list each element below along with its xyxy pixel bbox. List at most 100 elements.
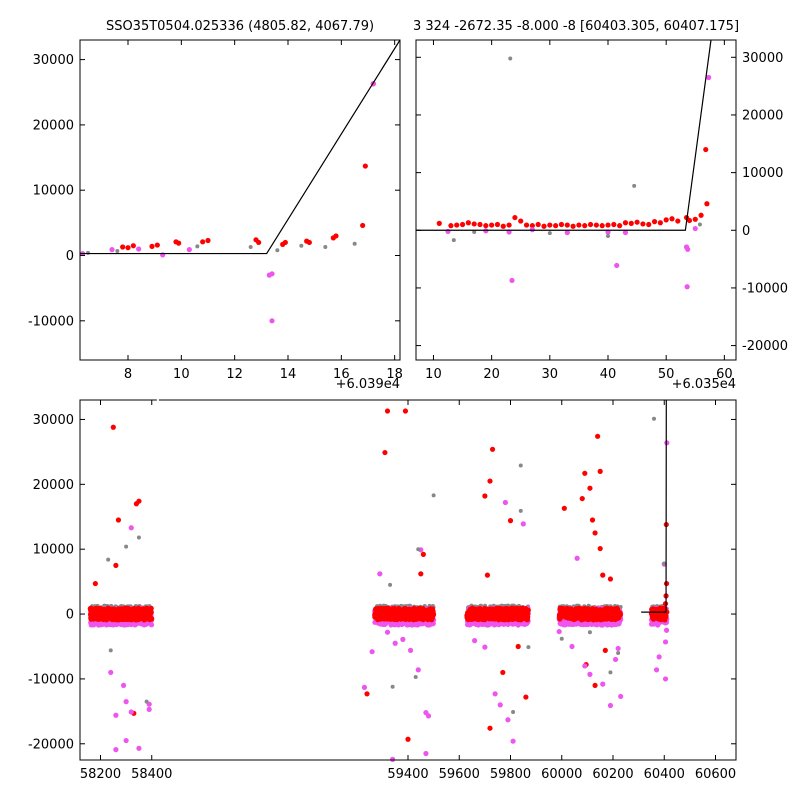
panel-bottom: 58200 58400 59400 59600 59800 60000 60200 60400… — [28, 398, 737, 782]
data-point — [103, 616, 109, 623]
data-point — [130, 614, 136, 620]
x-tick-label: 20 — [483, 367, 500, 382]
data-point — [529, 223, 535, 229]
data-point — [585, 616, 591, 623]
data-point — [380, 612, 386, 618]
data-point — [509, 277, 515, 284]
data-point — [580, 621, 586, 628]
data-point — [564, 229, 570, 236]
data-point — [269, 271, 275, 277]
data-point — [594, 612, 600, 618]
data-point — [391, 606, 397, 613]
data-point — [669, 216, 675, 222]
x-tick-label: 10 — [173, 367, 190, 382]
x-tick-label: 30 — [542, 367, 559, 382]
data-point — [282, 239, 288, 246]
data-point — [306, 239, 312, 246]
data-point — [415, 616, 421, 622]
data-point — [360, 222, 366, 229]
data-point — [509, 616, 515, 622]
data-point — [500, 223, 506, 229]
data-point — [142, 607, 148, 613]
data-point — [372, 614, 378, 620]
data-point — [573, 606, 579, 612]
data-point — [401, 607, 407, 613]
data-point — [399, 621, 405, 628]
data-point — [651, 219, 658, 225]
data-point — [622, 220, 629, 226]
data-point — [120, 244, 126, 250]
data-point — [703, 146, 709, 153]
data-point — [374, 609, 381, 615]
y-tick-label: -10000 — [742, 281, 788, 296]
data-point — [154, 242, 160, 248]
data-point — [471, 608, 477, 614]
data-point — [706, 74, 712, 81]
data-point — [448, 223, 454, 229]
data-point — [413, 622, 420, 628]
data-point — [558, 607, 565, 613]
data-point — [605, 222, 611, 228]
model-line — [416, 39, 712, 231]
data-point — [323, 245, 328, 250]
data-point — [195, 244, 200, 249]
data-point — [611, 609, 617, 615]
data-point — [686, 217, 693, 224]
x-tick-label: 14 — [280, 367, 297, 382]
y-tick-label: 30000 — [742, 51, 783, 66]
data-point — [685, 246, 691, 252]
data-point — [518, 616, 524, 623]
data-point — [541, 223, 547, 229]
data-point — [205, 237, 211, 244]
data-point — [269, 318, 275, 324]
data-point — [506, 222, 512, 228]
data-point — [445, 228, 451, 235]
data-point — [410, 607, 416, 613]
data-point — [256, 239, 262, 246]
data-point — [692, 216, 698, 222]
data-point — [136, 246, 142, 252]
data-point — [468, 616, 475, 623]
y-tick-label: 10000 — [742, 166, 783, 181]
data-point — [611, 616, 618, 622]
x-tick-label: 18 — [386, 367, 403, 382]
data-point — [413, 611, 419, 618]
data-point — [124, 609, 130, 615]
data-point — [464, 612, 470, 618]
data-point — [535, 221, 541, 228]
data-point — [137, 606, 143, 612]
x-tick-label: 8 — [124, 367, 132, 382]
data-point — [663, 217, 669, 223]
data-point — [200, 239, 206, 245]
data-point — [299, 243, 304, 248]
data-point — [477, 221, 483, 228]
axes-frame — [415, 39, 737, 361]
data-point — [617, 223, 623, 229]
data-point — [134, 612, 140, 618]
data-point — [109, 247, 115, 253]
y-tick-label: 30000 — [33, 53, 74, 68]
data-point — [493, 605, 500, 611]
data-point — [684, 284, 690, 290]
data-point — [583, 608, 589, 614]
panel-top-right-x-offset: +6.035e4 — [672, 377, 736, 392]
data-point — [558, 221, 565, 228]
data-point — [120, 612, 126, 618]
x-tick-label: 16 — [333, 367, 350, 382]
data-point — [476, 614, 482, 620]
data-point — [125, 245, 131, 251]
data-point — [186, 247, 192, 253]
data-point — [485, 621, 491, 628]
data-point — [429, 613, 435, 619]
data-point — [362, 163, 368, 169]
y-tick-label: 20000 — [33, 118, 74, 133]
panel-bottom-plot-area: 58200 58400 59400 59600 59800 60000 60200 60400… — [28, 398, 737, 782]
panel-top-right: 3 324 -2672.35 -8.000 -8 [60403.305, 604… — [413, 19, 788, 392]
data-point — [564, 222, 570, 228]
data-point — [109, 622, 116, 628]
data-point — [380, 616, 387, 622]
data-point — [107, 613, 113, 619]
data-point — [489, 222, 495, 228]
data-point — [547, 222, 553, 228]
